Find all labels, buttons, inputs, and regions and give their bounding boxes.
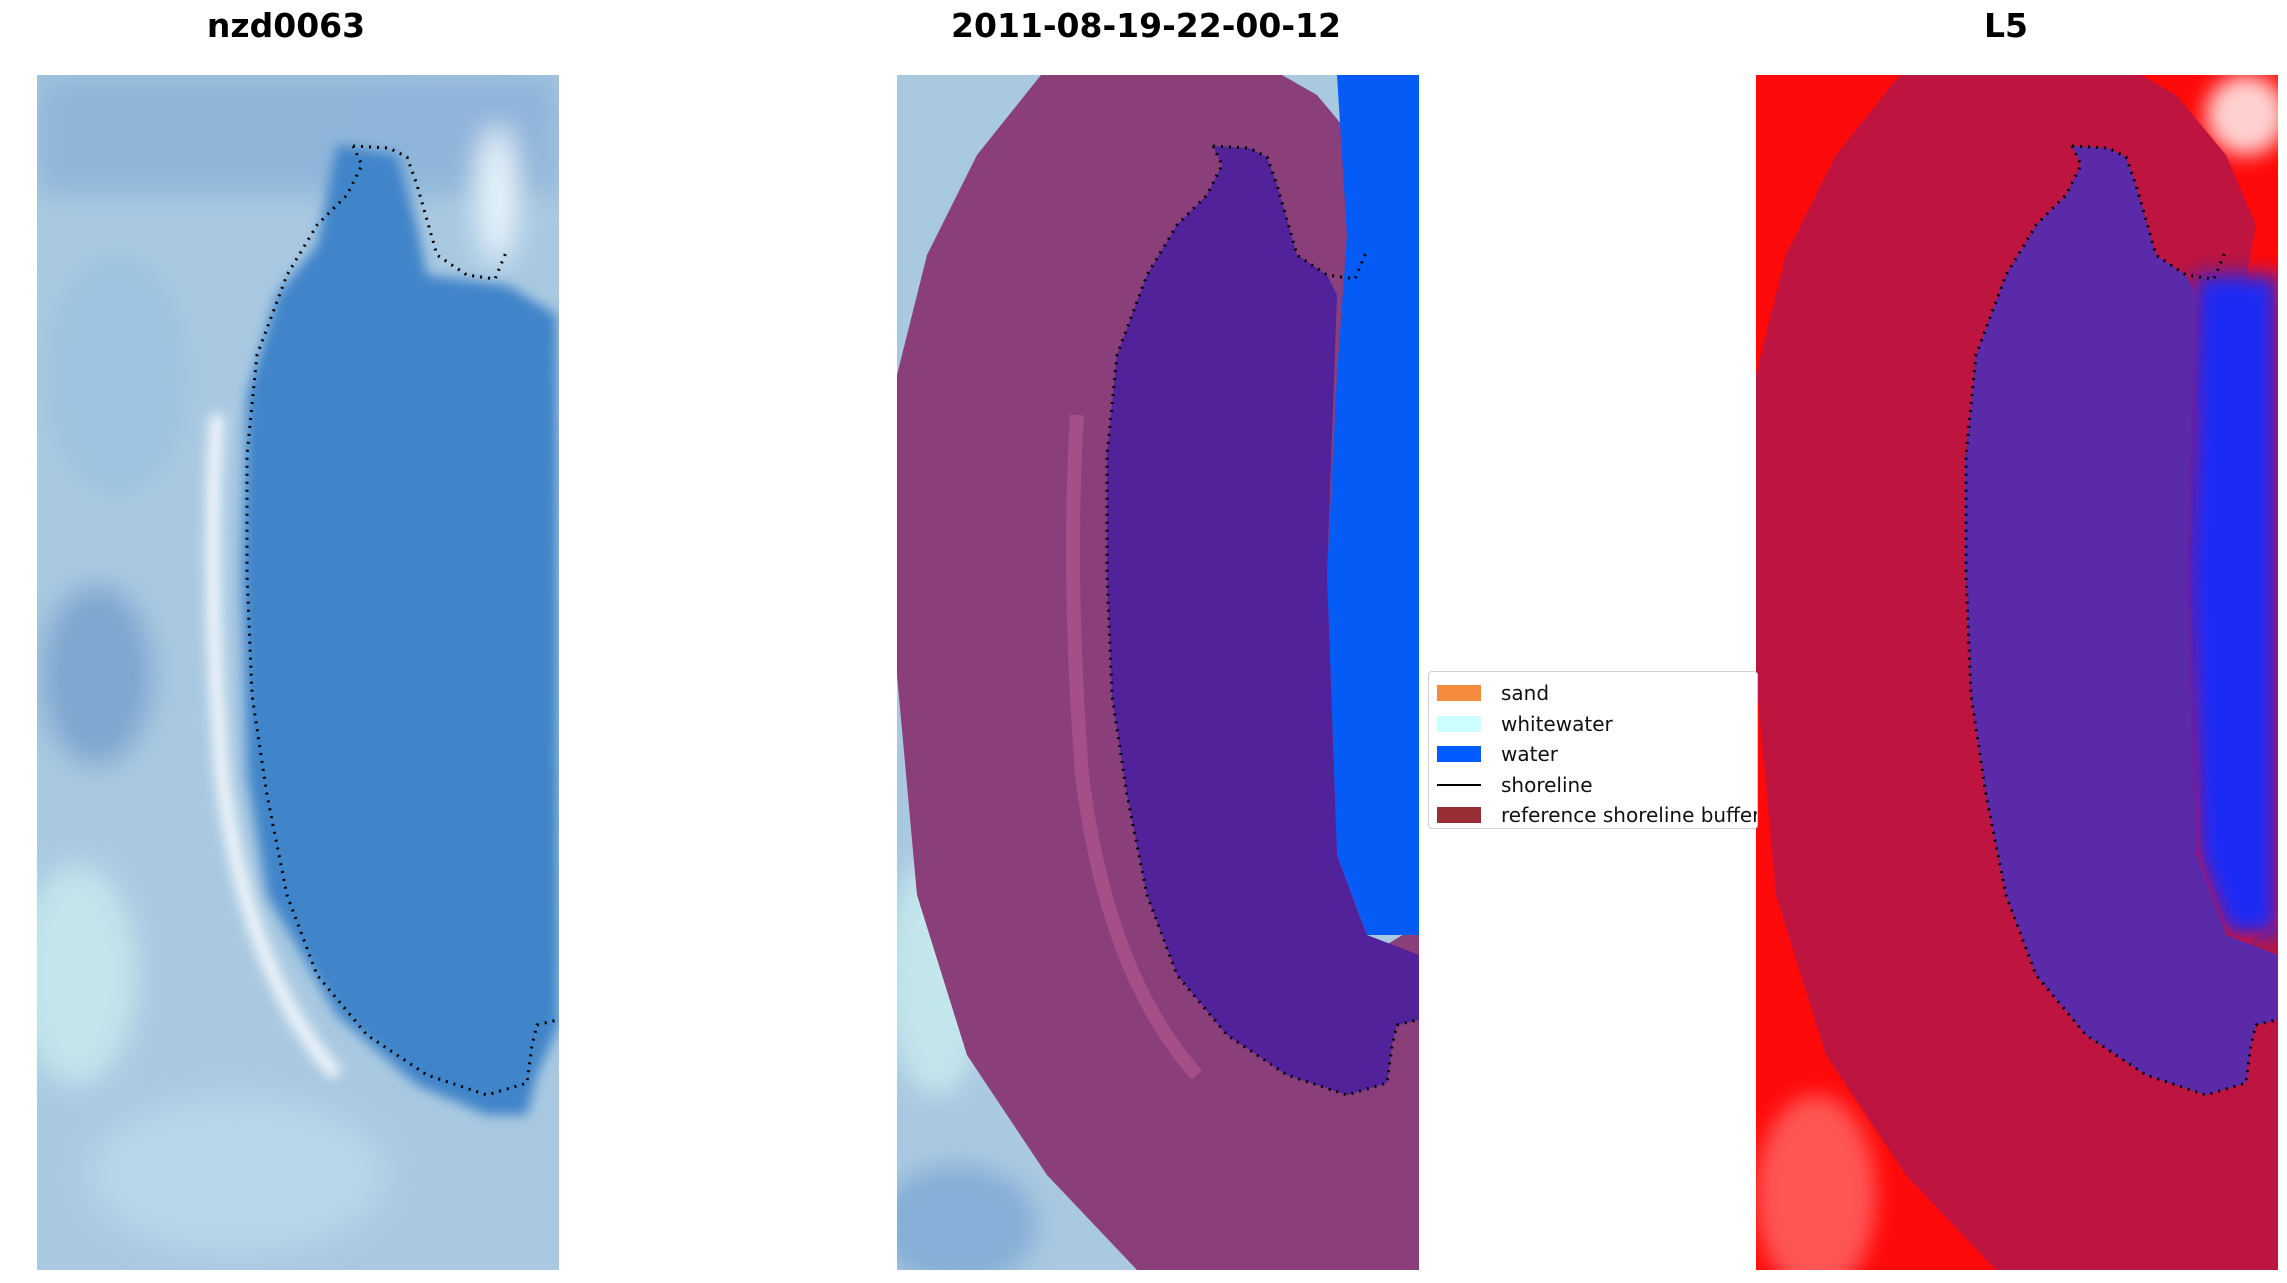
legend-item-water: water <box>1437 739 1757 770</box>
classified-image-panel <box>897 75 1419 1270</box>
panel-title-index: L5 <box>1984 6 2028 45</box>
rgb-image-panel <box>37 75 559 1270</box>
sand-swatch <box>1437 685 1481 702</box>
rgb-image <box>37 75 559 1270</box>
legend-item-sand: sand <box>1437 678 1757 709</box>
panel-title-rgb: nzd0063 <box>206 6 366 45</box>
legend-item-shoreline: shoreline <box>1437 770 1757 801</box>
legend-item-whitewater: whitewater <box>1437 709 1757 740</box>
legend: sand whitewater water shoreline referenc… <box>1428 671 1758 829</box>
legend-label: whitewater <box>1501 711 1613 736</box>
index-image <box>1756 75 2278 1270</box>
reference-buffer-swatch <box>1437 807 1481 824</box>
panel-title-classified: 2011-08-19-22-00-12 <box>951 6 1341 45</box>
classified-image <box>897 75 1419 1270</box>
whitewater-swatch <box>1437 715 1481 732</box>
water-swatch <box>1437 746 1481 763</box>
legend-item-reference-buffer: reference shoreline buffer <box>1437 800 1758 828</box>
legend-label: water <box>1501 742 1558 767</box>
legend-label: reference shoreline buffer <box>1501 803 1758 828</box>
legend-label: sand <box>1501 681 1550 706</box>
index-image-panel <box>1756 75 2278 1270</box>
shoreline-line-swatch <box>1437 783 1481 786</box>
legend-label: shoreline <box>1501 772 1593 797</box>
